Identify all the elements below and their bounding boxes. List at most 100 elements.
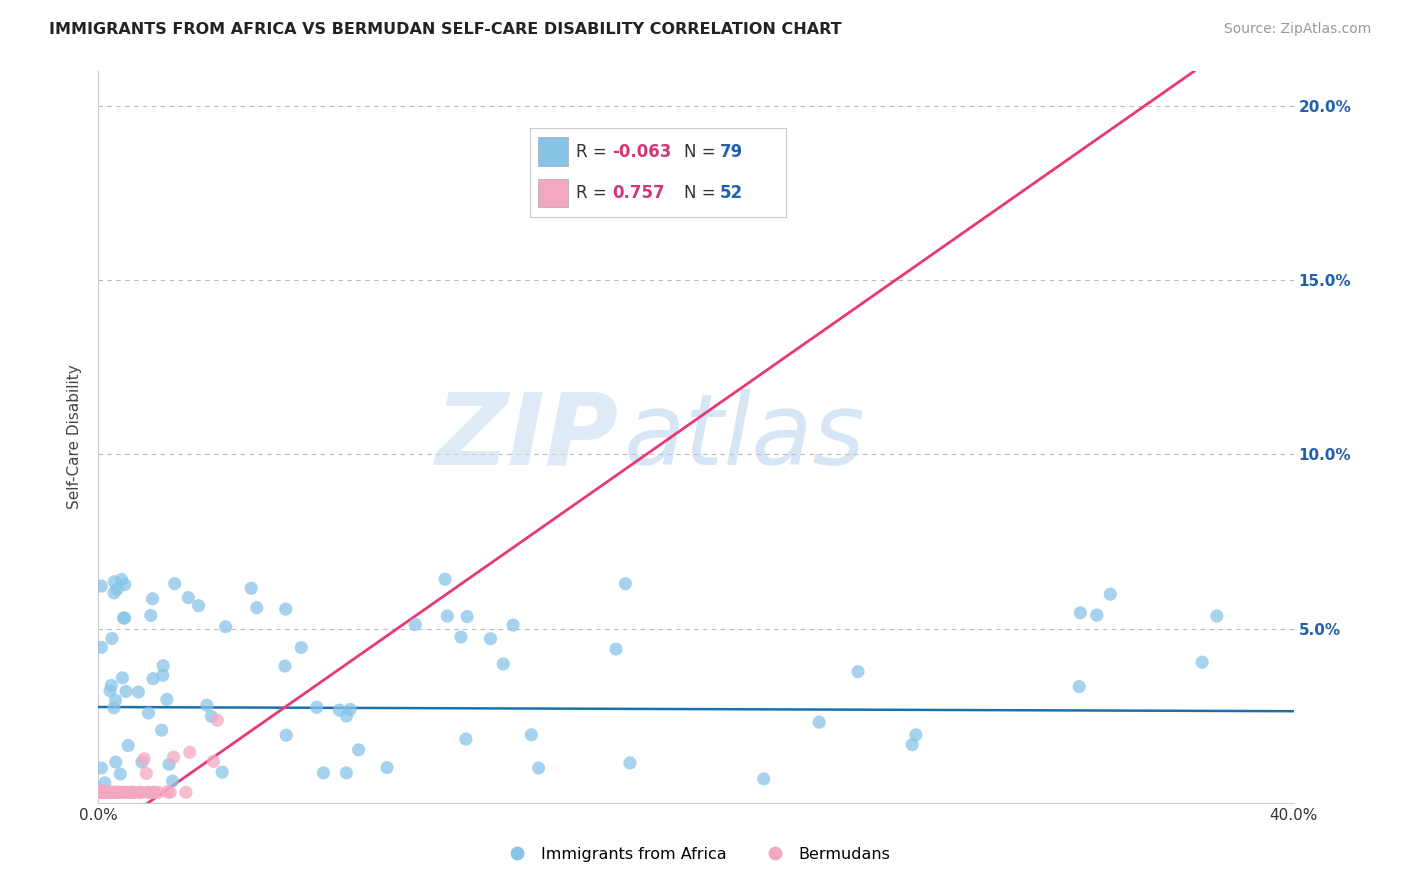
Point	[347, 743, 370, 757]
Point	[111, 785, 134, 799]
Point	[527, 761, 550, 775]
Point	[100, 785, 122, 799]
Point	[89, 785, 111, 799]
Point	[142, 672, 165, 686]
Point	[290, 640, 312, 655]
Point	[1191, 655, 1213, 669]
Point	[1069, 606, 1091, 620]
Point	[90, 785, 112, 799]
Point	[97, 785, 120, 799]
Point	[97, 785, 120, 799]
Point	[114, 577, 136, 591]
Point	[159, 785, 181, 799]
Point	[614, 576, 637, 591]
Point	[103, 700, 125, 714]
Point	[150, 723, 173, 738]
Point	[1085, 608, 1108, 623]
Point	[110, 785, 132, 799]
Point	[901, 738, 924, 752]
Point	[105, 785, 128, 799]
Point	[1069, 680, 1091, 694]
Point	[207, 713, 229, 727]
Point	[90, 640, 112, 655]
Point	[808, 715, 831, 730]
Point	[97, 785, 120, 799]
Point	[111, 671, 134, 685]
Text: Source: ZipAtlas.com: Source: ZipAtlas.com	[1223, 22, 1371, 37]
Point	[187, 599, 209, 613]
Point	[127, 685, 149, 699]
Point	[114, 611, 136, 625]
Point	[138, 785, 160, 799]
Point	[138, 706, 160, 720]
Point	[240, 581, 263, 595]
Point	[115, 684, 138, 698]
Point	[104, 755, 127, 769]
Point	[450, 630, 472, 644]
Point	[339, 702, 361, 716]
Point	[502, 618, 524, 632]
Point	[434, 572, 457, 586]
Bar	[537, 137, 568, 166]
Point	[162, 774, 184, 789]
Point	[174, 785, 197, 799]
Point	[246, 600, 269, 615]
Text: R =: R =	[576, 143, 612, 161]
Point	[139, 608, 162, 623]
Point	[112, 611, 135, 625]
Legend: Immigrants from Africa, Bermudans: Immigrants from Africa, Bermudans	[495, 840, 897, 868]
Point	[122, 785, 145, 799]
Point	[179, 745, 201, 759]
Point	[103, 586, 125, 600]
Point	[93, 776, 115, 790]
Point	[492, 657, 515, 671]
Point	[98, 683, 121, 698]
Point	[91, 785, 114, 799]
Point	[122, 785, 145, 799]
Point	[89, 785, 111, 799]
Point	[404, 617, 426, 632]
Point	[605, 642, 627, 657]
Point	[274, 602, 297, 616]
Point	[103, 785, 125, 799]
Point	[163, 576, 186, 591]
Point	[142, 785, 165, 799]
Point	[117, 739, 139, 753]
Point	[122, 785, 145, 799]
Point	[141, 591, 163, 606]
Point	[375, 761, 398, 775]
Point	[91, 783, 114, 797]
Point	[89, 785, 111, 799]
Point	[202, 755, 225, 769]
Point	[129, 785, 152, 799]
Point	[195, 698, 218, 713]
Text: -0.063: -0.063	[612, 143, 671, 161]
Text: ZIP: ZIP	[436, 389, 619, 485]
Point	[214, 620, 236, 634]
Point	[162, 750, 184, 764]
Text: R =: R =	[576, 184, 612, 202]
Point	[90, 785, 112, 799]
Point	[152, 658, 174, 673]
Point	[479, 632, 502, 646]
Point	[1099, 587, 1122, 601]
Point	[157, 757, 180, 772]
Point	[96, 785, 118, 799]
Point	[520, 728, 543, 742]
Point	[335, 765, 357, 780]
Point	[105, 785, 128, 799]
Point	[312, 765, 335, 780]
Text: N =: N =	[683, 143, 720, 161]
Point	[274, 659, 297, 673]
Point	[100, 678, 122, 692]
Point	[752, 772, 775, 786]
Point	[91, 785, 114, 799]
Point	[148, 785, 170, 799]
Point	[142, 785, 165, 799]
Point	[335, 709, 357, 723]
Point	[90, 761, 112, 775]
Point	[96, 785, 118, 799]
Point	[1205, 609, 1227, 624]
Text: 0.757: 0.757	[612, 184, 665, 202]
Point	[89, 785, 111, 799]
